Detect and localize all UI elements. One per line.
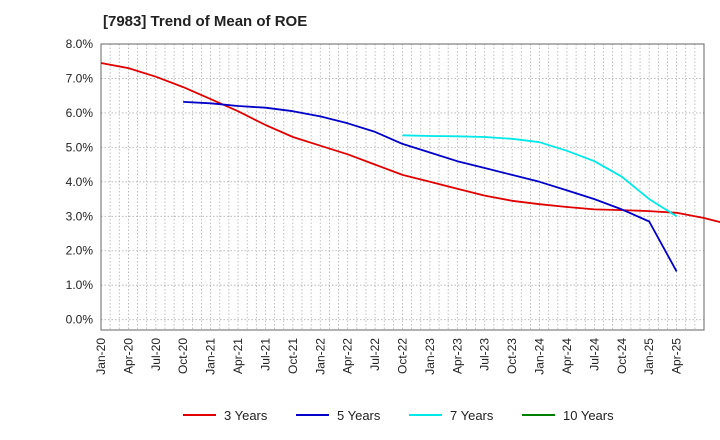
legend-label: 5 Years	[337, 408, 381, 423]
gridlines	[100, 43, 705, 330]
x-tick-label: Apr-25	[670, 338, 684, 374]
y-tick-label: 0.0%	[66, 313, 94, 327]
y-tick-label: 8.0%	[66, 37, 94, 51]
x-tick-label: Oct-20	[176, 338, 190, 374]
y-tick-label: 2.0%	[66, 244, 94, 258]
y-tick-label: 3.0%	[66, 209, 94, 223]
x-tick-label: Oct-22	[396, 338, 410, 374]
x-tick-label: Jan-23	[423, 338, 437, 375]
x-tick-label: Apr-22	[341, 338, 355, 374]
x-tick-label: Apr-20	[121, 338, 135, 374]
legend-label: 7 Years	[450, 408, 494, 423]
series-lines	[100, 62, 720, 272]
legend: 3 Years 5 Years 7 Years 10 Years	[183, 408, 614, 423]
x-tick-label: Jul-21	[258, 338, 272, 371]
x-tick-label: Jan-22	[313, 338, 327, 375]
x-tick-label: Jul-22	[368, 338, 382, 371]
y-tick-label: 4.0%	[66, 175, 94, 189]
y-tick-label: 1.0%	[66, 278, 94, 292]
legend-label: 3 Years	[224, 408, 268, 423]
series-line-3-years	[100, 62, 720, 223]
x-axis-tick-labels: Jan-20 Apr-20 Jul-20 Oct-20 Jan-21 Apr-21 Jul-…	[94, 338, 684, 375]
y-axis-tick-labels: 0.0% 1.0% 2.0% 3.0% 4.0% 5.0% 6.0% 7.0% 8.0%	[66, 37, 94, 327]
x-tick-label: Oct-21	[286, 338, 300, 374]
plot-border	[100, 43, 705, 331]
y-tick-label: 5.0%	[66, 140, 94, 154]
legend-label: 10 Years	[563, 408, 614, 423]
x-tick-label: Jul-23	[478, 338, 492, 371]
x-tick-label: Jan-24	[533, 338, 547, 375]
series-line-7-years	[402, 134, 678, 218]
y-tick-label: 7.0%	[66, 71, 94, 85]
x-tick-label: Oct-23	[505, 338, 519, 374]
x-tick-label: Apr-24	[560, 338, 574, 374]
x-tick-label: Jul-24	[587, 338, 601, 371]
x-tick-label: Apr-23	[450, 338, 464, 374]
plot-area-frame	[100, 43, 705, 331]
y-tick-label: 6.0%	[66, 106, 94, 120]
x-tick-label: Oct-24	[615, 338, 629, 374]
series-line-5-years	[183, 101, 678, 272]
x-tick-label: Jan-20	[94, 338, 108, 375]
x-tick-label: Jul-20	[149, 338, 163, 371]
chart-title: [7983] Trend of Mean of ROE	[103, 13, 308, 30]
x-tick-label: Apr-21	[231, 338, 245, 374]
x-tick-label: Jan-25	[642, 338, 656, 375]
x-tick-label: Jan-21	[204, 338, 218, 375]
